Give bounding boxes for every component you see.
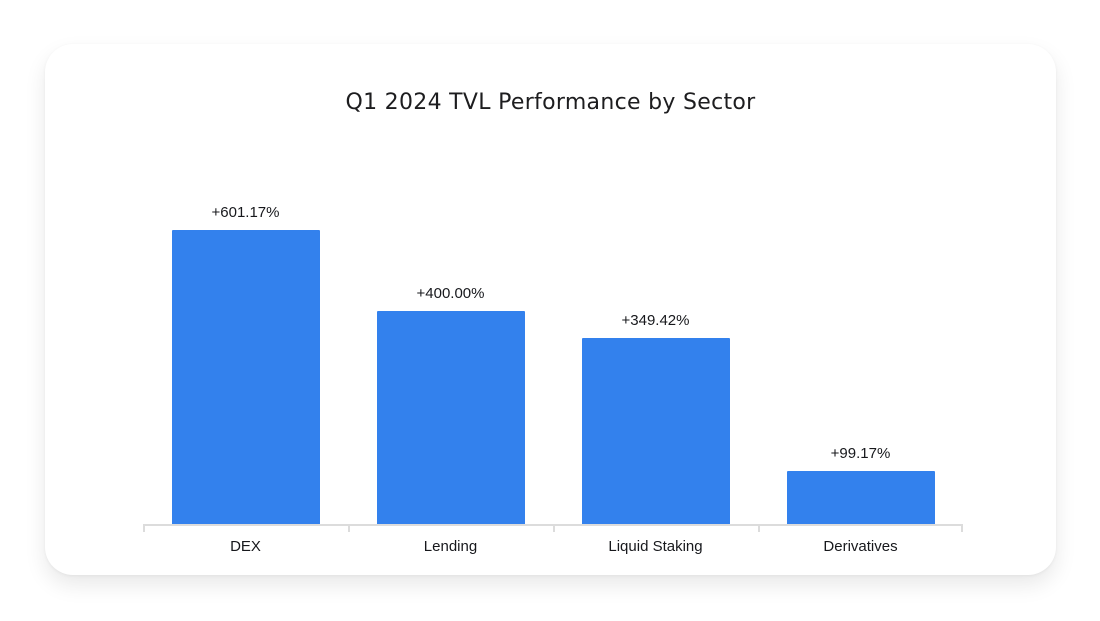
category-labels-row: DEX Lending Liquid Staking Derivatives [143, 538, 963, 555]
category-label: DEX [230, 538, 261, 555]
bar-group: +99.17% [758, 204, 963, 524]
axis-tick [143, 526, 145, 532]
axis-tick [758, 526, 760, 532]
chart-card: Q1 2024 TVL Performance by Sector +601.1… [45, 44, 1056, 575]
category-label: Liquid Staking [608, 538, 703, 555]
bar-value-label: +601.17% [211, 204, 280, 221]
plot-area: +601.17% +400.00% +349.42% +99.17% DEX Lendi… [143, 204, 963, 555]
axis-tick [961, 526, 963, 532]
bar-value-label: +349.42% [621, 312, 690, 329]
bar [581, 338, 730, 524]
category-label: Derivatives [823, 538, 898, 555]
chart-title: Q1 2024 TVL Performance by Sector [345, 90, 756, 115]
bar [786, 471, 935, 524]
bar-group: +400.00% [348, 204, 553, 524]
bar-group: +349.42% [553, 204, 758, 524]
bar [376, 311, 525, 524]
category-label: Lending [423, 538, 478, 555]
x-axis-line [143, 524, 963, 532]
axis-tick [553, 526, 555, 532]
bar-group: +601.17% [143, 204, 348, 524]
bar [171, 230, 320, 524]
bars-row: +601.17% +400.00% +349.42% +99.17% [143, 204, 963, 524]
bar-value-label: +400.00% [416, 285, 485, 302]
axis-tick [348, 526, 350, 532]
bar-value-label: +99.17% [830, 445, 891, 462]
